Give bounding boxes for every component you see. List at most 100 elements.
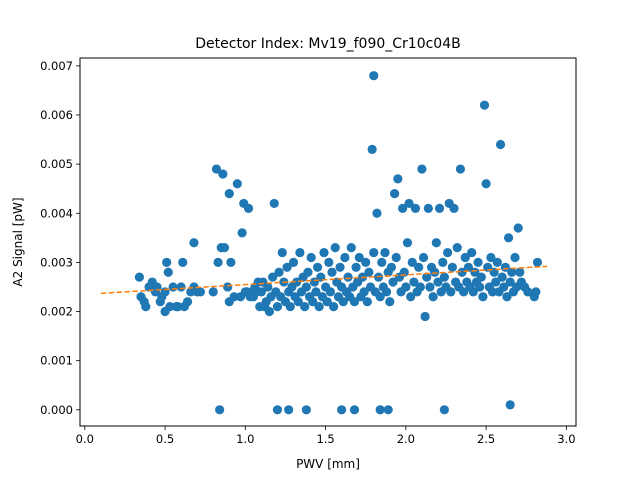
data-point	[195, 287, 205, 297]
data-point	[515, 267, 525, 277]
data-point	[470, 267, 480, 277]
data-point	[531, 287, 541, 297]
data-point	[343, 272, 353, 282]
data-point	[330, 243, 340, 253]
data-point	[269, 198, 279, 209]
x-tick-label: 2.5	[477, 432, 495, 446]
data-point	[433, 277, 443, 287]
y-tick-label: 0.004	[40, 206, 73, 220]
data-point	[218, 169, 228, 179]
y-tick-label: 0.006	[40, 108, 73, 122]
data-point	[359, 287, 369, 297]
data-point	[491, 277, 501, 287]
data-point	[410, 203, 421, 213]
data-point	[398, 203, 408, 213]
data-point	[513, 223, 523, 233]
data-point	[478, 292, 488, 302]
data-point	[301, 282, 311, 292]
data-point	[434, 203, 445, 213]
data-point	[354, 252, 364, 263]
data-point	[369, 247, 379, 258]
data-point	[505, 400, 515, 410]
data-point	[475, 282, 485, 292]
data-point	[532, 257, 543, 267]
data-point	[213, 257, 223, 267]
y-tick-label: 0.003	[40, 255, 73, 269]
data-point	[189, 238, 199, 248]
data-point	[391, 252, 401, 263]
data-point	[223, 282, 233, 292]
data-point	[372, 208, 382, 218]
data-point	[457, 267, 467, 277]
data-point	[226, 257, 236, 267]
x-tick-label: 0.5	[156, 432, 174, 446]
data-point	[380, 247, 390, 258]
data-point	[486, 252, 496, 263]
data-point	[487, 287, 498, 297]
y-tick-label: 0.005	[40, 157, 73, 171]
data-point	[401, 282, 411, 292]
data-point	[308, 297, 318, 307]
data-point	[349, 405, 360, 415]
data-point	[162, 257, 172, 267]
data-point	[375, 405, 385, 415]
data-point	[406, 292, 416, 302]
data-point	[497, 272, 507, 282]
data-point	[173, 302, 183, 312]
data-point	[423, 203, 433, 213]
data-point	[460, 252, 470, 263]
data-point	[375, 292, 385, 302]
data-point	[272, 302, 283, 312]
data-point	[428, 292, 438, 302]
data-point	[284, 405, 294, 415]
data-point	[306, 252, 316, 263]
data-point	[452, 243, 462, 253]
data-point	[479, 100, 490, 110]
data-point	[165, 302, 175, 312]
data-point	[232, 179, 242, 189]
data-point	[492, 257, 502, 267]
y-tick-label: 0.001	[40, 354, 73, 368]
y-axis-label: A2 Signal [pW]	[11, 197, 25, 286]
data-point	[335, 262, 345, 272]
data-point	[272, 405, 283, 415]
data-point	[439, 272, 449, 282]
data-point	[256, 287, 266, 297]
data-point	[393, 174, 403, 184]
fit-line	[100, 265, 548, 295]
data-point	[510, 252, 520, 263]
data-point	[404, 198, 414, 209]
data-point	[459, 287, 469, 297]
data-point	[364, 267, 374, 277]
data-point	[346, 243, 356, 253]
data-point	[420, 311, 430, 322]
data-point	[430, 267, 440, 277]
data-point	[362, 297, 372, 307]
chart-title: Detector Index: Mv19_f090_Cr10c04B	[195, 36, 460, 52]
data-point	[367, 144, 377, 154]
data-point	[243, 203, 254, 213]
data-point	[495, 139, 506, 150]
data-point	[414, 262, 424, 272]
data-point	[311, 287, 321, 297]
data-point	[288, 257, 299, 267]
data-point	[481, 179, 491, 189]
data-point	[237, 228, 247, 238]
data-point	[407, 257, 417, 267]
data-point	[176, 282, 186, 292]
data-point	[418, 252, 429, 263]
data-point	[325, 287, 336, 297]
data-point	[219, 243, 230, 253]
data-point	[383, 405, 393, 415]
data-point	[502, 292, 512, 302]
data-point	[503, 233, 514, 243]
data-point	[327, 267, 337, 277]
data-point	[168, 282, 178, 292]
y-tick-label: 0.000	[40, 403, 73, 417]
data-point	[505, 277, 515, 287]
data-point	[361, 257, 371, 267]
x-tick-label: 1.0	[236, 432, 254, 446]
data-point	[319, 247, 329, 258]
data-point	[312, 262, 323, 272]
